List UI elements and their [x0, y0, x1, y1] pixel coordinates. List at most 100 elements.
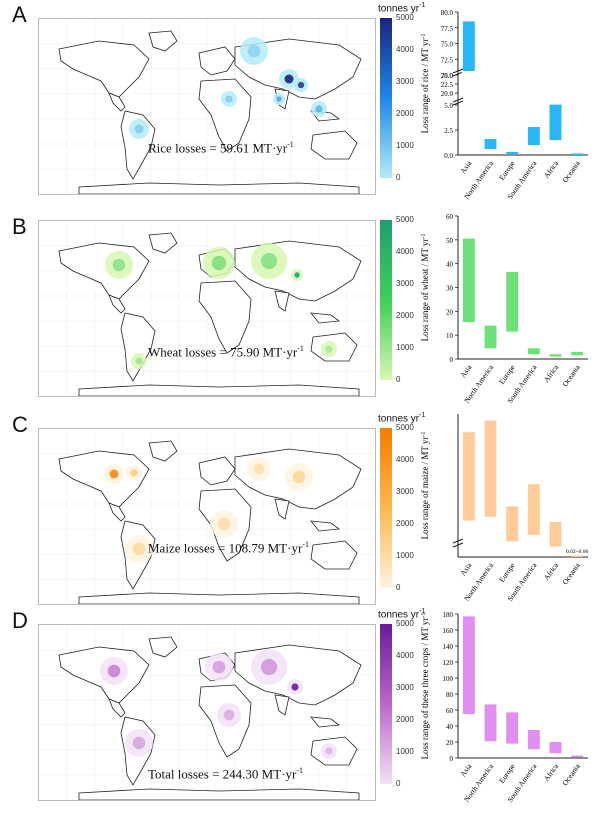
colorbar-title-sup: -1: [419, 608, 426, 615]
y-tick-label: 75.0: [441, 41, 454, 49]
x-tick-label: Oceania: [560, 560, 582, 586]
continent-outline: [198, 456, 236, 486]
colorbar-tick-label: 0: [396, 583, 401, 592]
y-tick-label: 40: [446, 261, 454, 269]
continent-outline: [78, 182, 360, 194]
y-tick-label: 77.5: [441, 25, 454, 33]
y-tick-label: 100: [443, 675, 454, 683]
range-bar: [549, 521, 562, 547]
y-tick-label: 80: [446, 691, 454, 699]
continent-outline: [58, 40, 150, 98]
range-bar: [549, 354, 562, 357]
continent-outline: [198, 46, 236, 76]
panel-a: A Rice losses = 59.61 MT·yr-1 tonnes yr-…: [0, 0, 616, 205]
colorbar: [380, 18, 392, 178]
world-map-svg: [39, 19, 375, 194]
colorbar-tick-label: 3000: [396, 487, 414, 496]
loss-hotspot: [247, 457, 271, 481]
loss-hotspot-core: [223, 709, 235, 721]
x-tick-label: Asia: [458, 761, 474, 778]
loss-hotspot-core: [253, 463, 265, 475]
loss-hotspot-core: [132, 736, 146, 750]
world-map-svg: [39, 625, 375, 800]
range-bar: [527, 127, 540, 145]
loss-hotspot: [131, 353, 147, 369]
continent-outline: [310, 520, 341, 532]
y-axis-label: Loss range of maize / MT yr-1: [420, 432, 430, 540]
maize-loss-chart: Loss range of maize / MT yr-1 Asia North A…: [418, 410, 616, 605]
colorbar-title: tonnes yr-1: [378, 608, 425, 620]
colorbar-tick-label: 5000: [396, 215, 414, 224]
y-axis-label-sup: -1: [421, 432, 427, 437]
y-tick-label: 50: [446, 237, 454, 245]
x-tick-label: Oceania: [560, 158, 582, 184]
losses-text: Maize losses = 108.79 MT·yr: [148, 540, 303, 556]
colorbar-tick-label: 2000: [396, 109, 414, 118]
x-tick-label: Asia: [458, 362, 474, 379]
rice-loss-chart: Loss range of rice / MT yr-1 0.0 2.5 5.0 20.…: [418, 8, 616, 203]
continent-outline: [274, 290, 290, 312]
continent-outline: [108, 502, 126, 522]
loss-hotspot: [321, 341, 337, 357]
continent-outline: [310, 130, 358, 160]
colorbar-title-text: tonnes yr: [378, 413, 420, 425]
range-bar: [462, 238, 475, 323]
continent-outline: [148, 440, 178, 462]
loss-hotspot-core: [247, 44, 261, 58]
y-axis-label: Loss range of rice / MT yr-1: [420, 34, 430, 134]
loss-hotspot-core: [130, 469, 138, 477]
colorbar-title: tonnes yr-1: [378, 2, 425, 14]
maize-losses-label: Maize losses = 108.79 MT·yr-1: [148, 540, 309, 556]
total-losses-label: Total losses = 244.30 MT·yr-1: [148, 766, 303, 782]
continent-outline: [78, 788, 360, 800]
range-bar: [462, 616, 475, 714]
continent-outline: [274, 498, 290, 520]
colorbar-tick-label: 4000: [396, 455, 414, 464]
range-bar: [549, 742, 562, 754]
colorbar-tick-label: 3000: [396, 683, 414, 692]
continent-outline: [120, 312, 156, 382]
colorbar-tick-label: 0: [396, 173, 401, 182]
axis-break-mark: [452, 542, 464, 548]
range-bar: [506, 272, 519, 332]
axis-break-mark: [452, 97, 464, 103]
continent-outline: [58, 242, 150, 300]
panel-b: B Wheat losses = 75.90 MT·yr-1 Loss rang…: [0, 212, 616, 407]
colorbar-tick-label: 2000: [396, 311, 414, 320]
axis-break-mark: [452, 538, 464, 544]
loss-hotspot: [285, 463, 313, 491]
axis-break-mark: [452, 68, 464, 74]
x-tick-label: Europe: [497, 761, 517, 784]
wheat-loss-chart-svg: Loss range of wheat / MT yr-1 0 10 20 30 40 50…: [420, 213, 588, 405]
continent-outline: [148, 30, 178, 52]
continent-outline: [108, 92, 126, 112]
axis-break-mark: [452, 100, 464, 106]
wheat-losses-label: Wheat losses = 75.90 MT·yr-1: [148, 344, 304, 360]
loss-hotspot-core: [260, 252, 278, 270]
wheat-loss-chart: Loss range of wheat / MT yr-1 0 10 20 30 40 50…: [418, 212, 616, 407]
y-tick-label: 20: [446, 308, 454, 316]
x-tick-label: Asia: [458, 158, 474, 175]
x-tick-label: Africa: [542, 761, 561, 782]
total-loss-chart: Loss range of these three crops / MT yr-…: [418, 610, 616, 810]
colorbar-title-sup: -1: [419, 2, 426, 9]
x-tick-label: Europe: [497, 362, 517, 385]
y-tick-label: 160: [443, 627, 454, 635]
range-bar: [527, 484, 540, 535]
y-tick-label: 120: [443, 659, 454, 667]
range-bar: [571, 351, 584, 356]
colorbar-tick-label: 1000: [396, 141, 414, 150]
colorbar-tick-label: 5000: [396, 619, 414, 628]
y-tick-label: 20: [446, 739, 454, 747]
x-tick-label: Africa: [542, 560, 561, 581]
continent-outline: [78, 592, 360, 604]
world-map-maize: [38, 428, 376, 605]
colorbar: [380, 428, 392, 588]
continent-outline: [310, 540, 358, 570]
range-bar: [506, 506, 519, 542]
panel-letter: C: [12, 412, 28, 437]
world-map-svg: [39, 221, 375, 396]
losses-text: Total losses = 244.30 MT·yr: [148, 766, 297, 782]
colorbar: [380, 220, 392, 380]
